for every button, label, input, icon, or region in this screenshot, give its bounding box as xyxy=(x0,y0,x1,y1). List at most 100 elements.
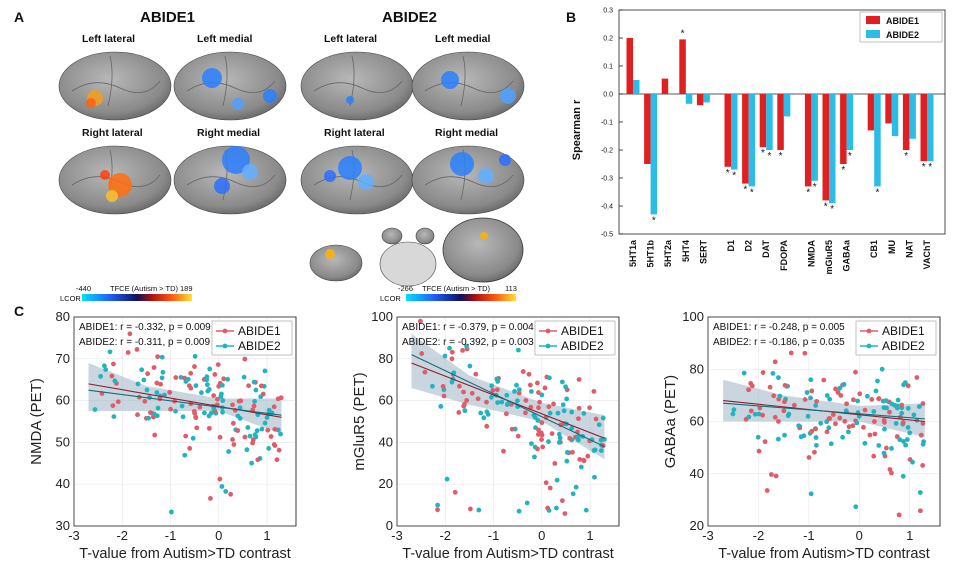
scatter-point xyxy=(895,397,901,403)
y-tick-label: -0.5 xyxy=(601,232,613,239)
scatter-point xyxy=(598,448,604,454)
legend-marker-abide2 xyxy=(545,343,551,349)
scatter-point xyxy=(920,441,926,447)
scatter-point xyxy=(833,386,838,392)
activation-blob xyxy=(441,71,459,89)
scatter-point xyxy=(139,367,145,373)
brain-view: Left lateral xyxy=(300,33,414,121)
scatter-point xyxy=(435,507,440,513)
scatter-point xyxy=(791,402,797,408)
y-tick-label: 0.0 xyxy=(603,92,613,99)
y-axis-label: NMDA (PET) xyxy=(28,378,45,465)
scatter-point xyxy=(260,391,266,397)
scatter-point xyxy=(462,408,468,414)
scatter-point xyxy=(893,421,899,426)
scatter-point xyxy=(154,413,160,419)
scatter-point xyxy=(749,383,755,389)
scatter-point xyxy=(592,474,597,480)
activation-blob xyxy=(478,168,494,184)
y-tick-label: -0.2 xyxy=(601,148,613,155)
scatter-point xyxy=(490,388,496,393)
stats-abide1: ABIDE1: r = -0.248, p = 0.005 xyxy=(713,322,845,333)
scatter-point xyxy=(225,376,231,382)
activation-blob xyxy=(325,249,335,259)
scatter-point xyxy=(537,399,542,405)
y-tick-label: 80 xyxy=(690,361,704,376)
scatter-point xyxy=(903,442,909,448)
cbar1-title: TFCE (Autism > TD) xyxy=(110,284,178,293)
scatter-point xyxy=(244,447,250,453)
view-label: Left lateral xyxy=(82,33,135,45)
scatter-point xyxy=(564,396,570,402)
scatter-point xyxy=(846,424,852,430)
bar-cb1-abide1 xyxy=(867,94,875,131)
scatter-point xyxy=(536,390,541,395)
scatter-point xyxy=(219,382,225,388)
scatter-point xyxy=(514,382,519,388)
scatter-point xyxy=(752,411,758,417)
scatter-point xyxy=(159,354,165,360)
fit-line-abide2 xyxy=(88,389,282,416)
scatter-point xyxy=(220,398,226,403)
scatter-point xyxy=(215,362,221,368)
scatter-point xyxy=(535,446,540,452)
scatter-point xyxy=(476,507,482,513)
scatter-point xyxy=(917,490,923,495)
scatter-point xyxy=(545,505,551,511)
scatter-point xyxy=(481,415,487,421)
scatter-point xyxy=(889,401,895,407)
scatter-point xyxy=(207,366,213,372)
scatter-point xyxy=(127,331,133,337)
bar-fdopa-abide1 xyxy=(777,94,784,150)
scatter-point xyxy=(532,454,537,460)
scatter-point xyxy=(495,379,501,384)
bar-mu-abide2 xyxy=(891,94,899,136)
scatter-point xyxy=(824,429,830,435)
scatter-point xyxy=(246,383,252,389)
scatter-point xyxy=(539,420,545,426)
scatter-point xyxy=(180,414,186,420)
scatter-point xyxy=(516,347,521,353)
scatter-point xyxy=(824,393,830,398)
scatter-point xyxy=(755,434,761,440)
y-axis-label: GABAa (PET) xyxy=(662,375,679,468)
x-tick-label: 1 xyxy=(906,528,913,543)
scatter-point xyxy=(887,409,892,415)
scatter-point xyxy=(801,433,807,439)
bar-5ht1a-abide1 xyxy=(626,38,633,94)
scatter-point xyxy=(559,498,565,504)
scatter-point xyxy=(731,407,737,413)
scatter-point xyxy=(907,430,913,436)
scatter-point xyxy=(444,476,450,482)
panel-b-label: B xyxy=(566,9,576,25)
scatter-point xyxy=(560,402,566,408)
scatter-point xyxy=(883,398,889,404)
scatter-point xyxy=(168,406,174,412)
scatter-point xyxy=(556,440,562,445)
scatter-point xyxy=(871,453,877,459)
x-tick-label: D2 xyxy=(744,240,754,252)
scatter-point xyxy=(899,410,905,416)
x-tick-label: 5HT2a xyxy=(663,239,673,267)
scatter-point xyxy=(902,380,908,386)
scatter-point xyxy=(587,405,592,411)
scatter-point xyxy=(802,397,808,402)
scatter-point xyxy=(827,396,833,402)
scatter-point xyxy=(804,390,810,395)
scatter-point xyxy=(596,422,602,428)
x-tick-label: CB1 xyxy=(869,240,879,258)
cbar2-label: LCOR xyxy=(380,294,401,303)
activation-blob xyxy=(324,170,336,182)
significance-mark: * xyxy=(806,187,810,198)
scatter-point xyxy=(828,441,834,447)
scatter-point xyxy=(540,444,546,450)
scatter-point xyxy=(516,390,522,396)
scatter-point xyxy=(192,410,198,416)
significance-mark: * xyxy=(726,168,730,179)
scatter-point xyxy=(547,485,553,491)
colorbar-abide2: -266 TFCE (Autism > TD) 113 LCOR xyxy=(380,284,517,303)
scatter-point xyxy=(252,432,258,438)
scatter-point xyxy=(872,431,878,437)
bar-d1-abide2 xyxy=(731,94,738,170)
legend-box xyxy=(855,320,937,356)
